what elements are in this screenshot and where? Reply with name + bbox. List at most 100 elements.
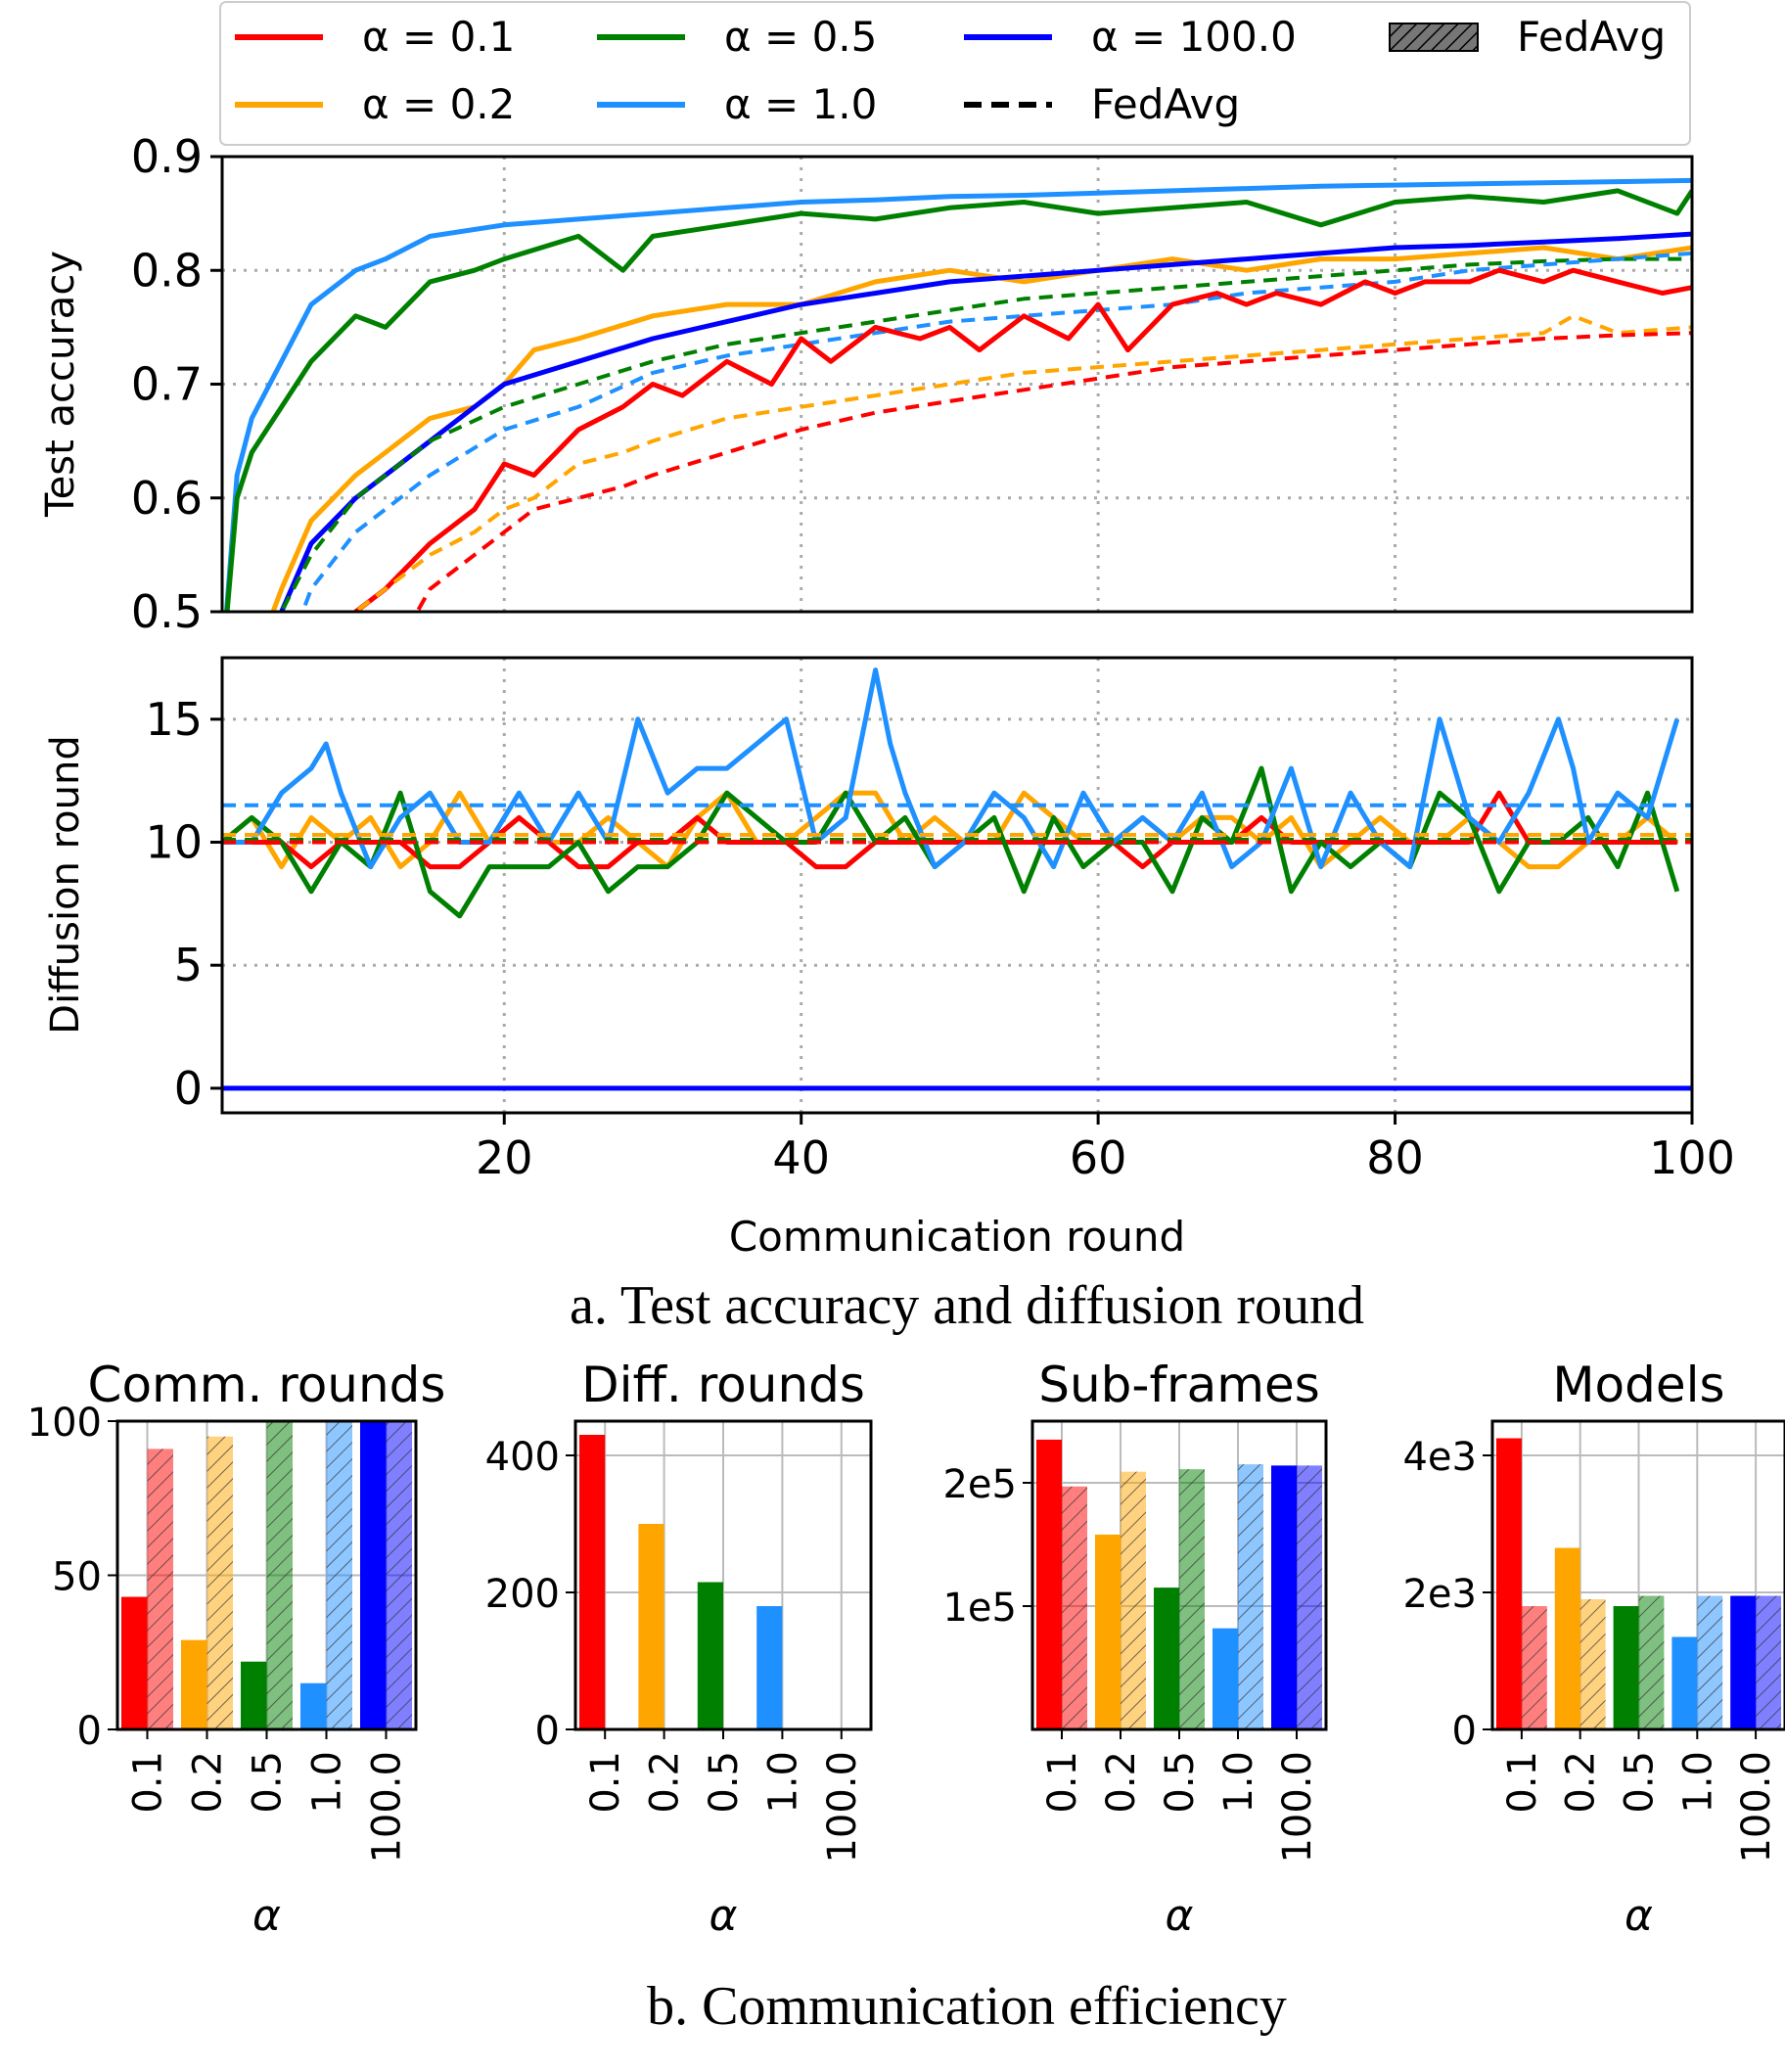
bar-fedavg-hatch bbox=[1179, 1469, 1205, 1729]
bar-xtick-label: 0.2 bbox=[643, 1751, 688, 1814]
bar-plot-frame bbox=[115, 1419, 418, 1731]
bar-panel-3: 0 2e3 4e3 0.1 0.2 0.5 1.0 100.0 Models α bbox=[1402, 1357, 1785, 1941]
bar bbox=[181, 1639, 207, 1729]
bar bbox=[697, 1582, 723, 1729]
legend-label-1: α = 0.5 bbox=[724, 13, 877, 61]
bar-fedavg-hatch bbox=[1521, 1606, 1547, 1729]
bar-xtick-label: 1.0 bbox=[305, 1751, 350, 1814]
bar bbox=[300, 1682, 327, 1729]
legend-fedavg-hatch-swatch bbox=[1389, 23, 1479, 52]
bar-ytick-label: 50 bbox=[52, 1555, 102, 1600]
bar-fedavg-hatch bbox=[386, 1421, 412, 1729]
legend-frame bbox=[219, 1, 1691, 146]
accuracy-panel: 0.5 0.6 0.7 0.8 0.9 Test accuracy bbox=[38, 130, 1694, 638]
legend-label-5: α = 1.0 bbox=[724, 80, 877, 128]
bar-ytick-label: 0 bbox=[535, 1709, 560, 1754]
bar-panel-1: 0 200 400 0.1 0.2 0.5 1.0 100.0 Diff. rounds α bbox=[485, 1357, 873, 1941]
bar bbox=[1613, 1606, 1639, 1729]
bar-ytick-label: 2e3 bbox=[1402, 1572, 1477, 1617]
series-line-7 bbox=[353, 313, 1692, 612]
bar-ytick-label: 4e3 bbox=[1402, 1435, 1477, 1480]
bar-xtick-label: 0.5 bbox=[1618, 1751, 1663, 1814]
bar bbox=[1154, 1588, 1179, 1729]
series-line-6 bbox=[352, 267, 1692, 612]
series-line-4 bbox=[222, 668, 1680, 870]
bar-panel-xlabel: α bbox=[1625, 1891, 1653, 1941]
legend-label-3: FedAvg bbox=[1517, 13, 1666, 61]
bar-xtick-label: 1.0 bbox=[1675, 1751, 1720, 1814]
bar bbox=[1496, 1438, 1522, 1729]
bar-fedavg-hatch bbox=[266, 1421, 293, 1729]
bar-ytick-label: 400 bbox=[485, 1435, 560, 1480]
bar-xtick-label: 100.0 bbox=[1734, 1751, 1779, 1864]
bar bbox=[121, 1596, 148, 1729]
bar-fedavg-hatch bbox=[326, 1421, 352, 1729]
caption-b: b. Communication efficiency bbox=[647, 1976, 1287, 2037]
bar-panel-title: Sub-frames bbox=[1038, 1357, 1320, 1413]
bar-xtick-label: 0.1 bbox=[1040, 1751, 1085, 1814]
series-line-4 bbox=[279, 256, 1692, 612]
ytick-label: 0.9 bbox=[131, 130, 203, 183]
bar bbox=[241, 1661, 267, 1729]
bar bbox=[1671, 1636, 1698, 1729]
bar-plot-frame bbox=[1490, 1419, 1785, 1731]
bar-fedavg-hatch bbox=[1579, 1599, 1606, 1729]
xtick-label: 40 bbox=[772, 1131, 830, 1184]
bar-fedavg-hatch bbox=[1756, 1595, 1781, 1729]
ytick-label: 0.8 bbox=[131, 244, 203, 297]
bar-xtick-label: 0.2 bbox=[186, 1751, 231, 1814]
series-line-1 bbox=[224, 188, 1692, 612]
accuracy-ylabel: Test accuracy bbox=[38, 251, 83, 518]
legend-label-2: α = 100.0 bbox=[1091, 13, 1297, 61]
series-line-8 bbox=[415, 331, 1692, 612]
bar bbox=[1271, 1465, 1297, 1729]
bar bbox=[1095, 1534, 1121, 1729]
ytick-label: 0.7 bbox=[131, 358, 203, 411]
bar-panel-xlabel: α bbox=[709, 1891, 737, 1941]
bar-fedavg-hatch bbox=[206, 1436, 233, 1729]
bar-xtick-label: 1.0 bbox=[1216, 1751, 1261, 1814]
ytick-label: 0 bbox=[174, 1062, 203, 1115]
xtick-label: 100 bbox=[1649, 1131, 1735, 1184]
bar-fedavg-hatch bbox=[1638, 1595, 1665, 1729]
legend-label-4: α = 0.2 bbox=[362, 80, 515, 128]
diffusion-ylabel: Diffusion round bbox=[43, 735, 88, 1034]
bar-ytick-label: 2e5 bbox=[942, 1462, 1017, 1507]
bar bbox=[1036, 1439, 1062, 1729]
bar bbox=[1730, 1595, 1757, 1729]
bar-xtick-label: 0.1 bbox=[1500, 1751, 1545, 1814]
bar-xtick-label: 0.5 bbox=[246, 1751, 291, 1814]
xtick-label: 20 bbox=[476, 1131, 533, 1184]
bar-plot-frame bbox=[1030, 1419, 1328, 1731]
bar-ytick-label: 200 bbox=[485, 1572, 560, 1617]
bar-panel-title: Comm. rounds bbox=[88, 1357, 446, 1413]
caption-a: a. Test accuracy and diffusion round bbox=[570, 1275, 1364, 1336]
bar-panel-xlabel: α bbox=[252, 1891, 281, 1941]
bar-xtick-label: 0.5 bbox=[702, 1751, 747, 1814]
bar-xtick-label: 100.0 bbox=[1275, 1751, 1320, 1864]
bar-fedavg-hatch bbox=[1697, 1595, 1723, 1729]
series-line-5 bbox=[300, 251, 1692, 612]
bar-fedavg-hatch bbox=[1297, 1465, 1322, 1729]
ytick-label: 5 bbox=[174, 939, 203, 991]
bar bbox=[756, 1606, 783, 1729]
bar-xtick-label: 100.0 bbox=[365, 1751, 410, 1864]
legend-label-0: α = 0.1 bbox=[362, 13, 515, 61]
bar bbox=[360, 1421, 387, 1729]
diffusion-plot-frame bbox=[220, 656, 1694, 1115]
diffusion-xlabel: Communication round bbox=[729, 1213, 1185, 1261]
bar-xtick-label: 0.1 bbox=[126, 1751, 171, 1814]
series-line-2 bbox=[270, 245, 1692, 612]
bar bbox=[579, 1435, 606, 1729]
bar-ytick-label: 100 bbox=[27, 1401, 102, 1446]
bar-ytick-label: 0 bbox=[1452, 1709, 1477, 1754]
bar-panel-2: 1e5 2e5 0.1 0.2 0.5 1.0 100.0 Sub-frames α bbox=[942, 1357, 1328, 1941]
bar-panel-0: 0 50 100 0.1 0.2 0.5 1.0 100.0 Comm. rounds α bbox=[27, 1357, 446, 1941]
bar bbox=[1213, 1628, 1238, 1729]
bar-panel-title: Diff. rounds bbox=[581, 1357, 865, 1413]
legend-label-6: FedAvg bbox=[1091, 80, 1240, 128]
bar-fedavg-hatch bbox=[1121, 1471, 1146, 1729]
bar-ytick-label: 0 bbox=[77, 1709, 102, 1754]
diffusion-panel: 0 5 10 15 20 40 60 80 100 Diffusion round Commu… bbox=[43, 656, 1735, 1261]
